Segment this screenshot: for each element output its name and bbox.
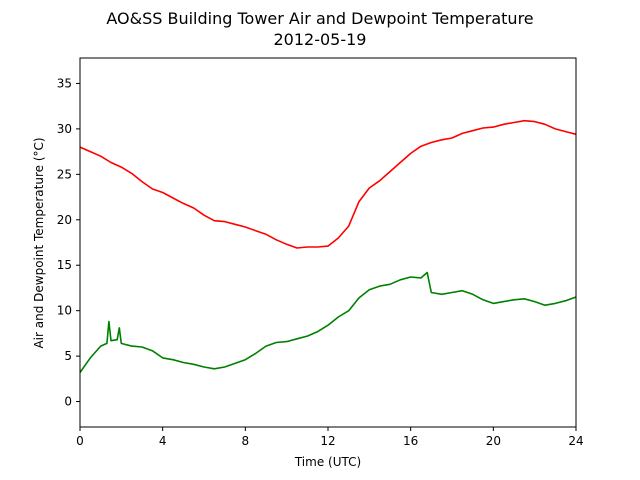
x-tick-label: 20 — [486, 434, 501, 448]
x-tick-label: 0 — [76, 434, 84, 448]
y-tick-label: 20 — [57, 213, 72, 227]
x-tick-label: 12 — [320, 434, 335, 448]
series-line-1 — [79, 271, 577, 373]
x-tick-label: 8 — [242, 434, 250, 448]
y-axis-label: Air and Dewpoint Temperature (°C) — [32, 137, 46, 348]
y-tick-label: 35 — [57, 76, 72, 90]
series-line-0 — [79, 119, 577, 249]
chart-subtitle: 2012-05-19 — [274, 30, 367, 49]
y-tick-label: 30 — [57, 122, 72, 136]
x-tick-label: 4 — [159, 434, 167, 448]
y-tick-label: 5 — [64, 349, 72, 363]
chart-title: AO&SS Building Tower Air and Dewpoint Te… — [106, 9, 533, 28]
x-tick-label: 16 — [403, 434, 418, 448]
y-tick-label: 15 — [57, 258, 72, 272]
y-tick-label: 0 — [64, 395, 72, 409]
x-axis-label: Time (UTC) — [294, 455, 361, 469]
x-tick-label: 24 — [568, 434, 583, 448]
y-tick-label: 25 — [57, 167, 72, 181]
plot-frame — [79, 57, 577, 428]
y-tick-label: 10 — [57, 304, 72, 318]
